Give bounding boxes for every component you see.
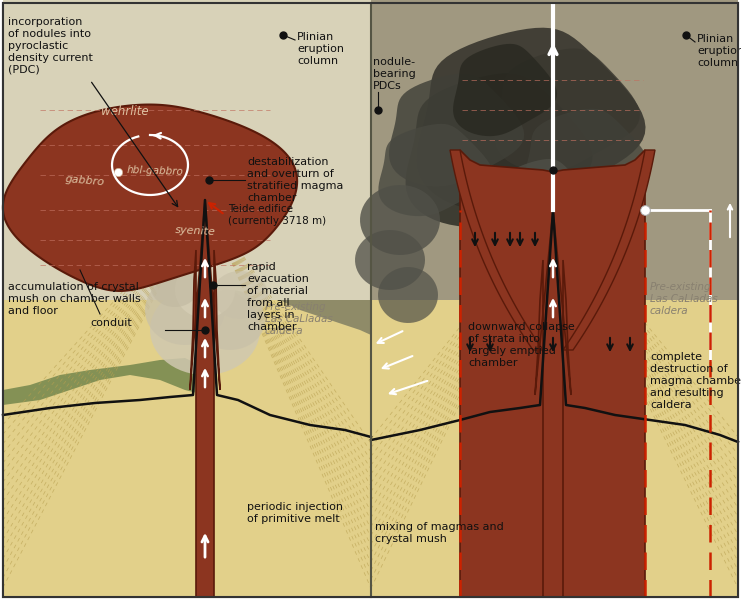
Text: evacuation: evacuation [247,274,309,284]
Text: eruption: eruption [297,44,344,54]
Text: (currently 3718 m): (currently 3718 m) [228,216,326,226]
Text: eruption: eruption [697,46,741,56]
Text: mush on chamber walls: mush on chamber walls [8,294,141,304]
Text: density current: density current [8,53,93,63]
Polygon shape [195,290,265,350]
Text: caldera: caldera [265,326,304,336]
Polygon shape [378,267,438,323]
Text: bearing: bearing [373,69,416,79]
Polygon shape [150,263,200,307]
Polygon shape [453,44,557,136]
Text: column: column [697,58,738,68]
Text: column: column [297,56,338,66]
Polygon shape [416,28,645,212]
Text: Las CaLladas: Las CaLladas [265,314,333,324]
Text: caldera: caldera [650,400,691,410]
Text: and resulting: and resulting [650,388,724,398]
Text: of material: of material [247,286,308,296]
Polygon shape [190,200,220,597]
Text: Las CaLladas: Las CaLladas [650,294,718,304]
Text: mixing of magmas and: mixing of magmas and [375,522,504,532]
Text: chamber: chamber [468,358,517,368]
Text: conduit: conduit [90,318,132,328]
Text: crystal mush: crystal mush [375,534,447,544]
Polygon shape [145,275,225,345]
Polygon shape [498,159,591,241]
Bar [3,300,371,597]
Text: nodule-: nodule- [373,57,415,67]
Polygon shape [563,150,655,350]
Polygon shape [405,73,593,227]
Polygon shape [535,210,571,597]
Bar [371,300,738,597]
Text: and floor: and floor [8,306,58,316]
Text: Teide edifice: Teide edifice [228,204,293,214]
Polygon shape [450,150,543,350]
Text: Plinian: Plinian [297,32,334,42]
Text: from all: from all [247,298,290,308]
Text: rapid: rapid [247,262,276,272]
Text: hbl-gabbro: hbl-gabbro [127,165,184,177]
Text: of nodules into: of nodules into [8,29,91,39]
Polygon shape [360,185,440,255]
Text: chamber: chamber [247,193,296,203]
Text: gabbro: gabbro [64,173,105,187]
Bar [3,0,371,300]
Polygon shape [3,300,210,405]
Polygon shape [524,109,648,211]
Polygon shape [3,104,297,291]
Text: largely emptied: largely emptied [468,346,556,356]
Text: chamber: chamber [247,322,296,332]
Text: wehrlite: wehrlite [102,105,149,118]
Text: incorporation: incorporation [8,17,82,27]
Text: and overturn of: and overturn of [247,169,333,179]
Text: destruction of: destruction of [650,364,728,374]
Polygon shape [389,74,524,187]
Bar [371,0,738,300]
Polygon shape [379,124,493,216]
Text: pyroclastic: pyroclastic [8,41,68,51]
Polygon shape [3,200,371,597]
Text: periodic injection: periodic injection [247,502,343,512]
Text: caldera: caldera [650,306,688,316]
Text: Pre-existing: Pre-existing [265,302,327,312]
Text: syenite: syenite [174,225,216,237]
Polygon shape [355,230,425,290]
Text: layers in: layers in [247,310,295,320]
Text: stratified magma: stratified magma [247,181,343,191]
Text: Pre-existing: Pre-existing [650,282,711,292]
Polygon shape [494,49,640,172]
Polygon shape [175,262,235,318]
Text: downward collapse: downward collapse [468,322,575,332]
Polygon shape [212,271,268,319]
Text: destabilization: destabilization [247,157,328,167]
Text: PDCs: PDCs [373,81,402,91]
Text: complete: complete [650,352,702,362]
Polygon shape [150,285,260,375]
Text: of strata into: of strata into [468,334,540,344]
Text: magma chamber: magma chamber [650,376,741,386]
Polygon shape [460,150,645,597]
Polygon shape [280,300,371,335]
Text: accumulation of crystal: accumulation of crystal [8,282,139,292]
Polygon shape [371,210,738,597]
Text: (PDC): (PDC) [8,65,40,75]
Text: of primitive melt: of primitive melt [247,514,340,524]
Text: Plinian: Plinian [697,34,734,44]
